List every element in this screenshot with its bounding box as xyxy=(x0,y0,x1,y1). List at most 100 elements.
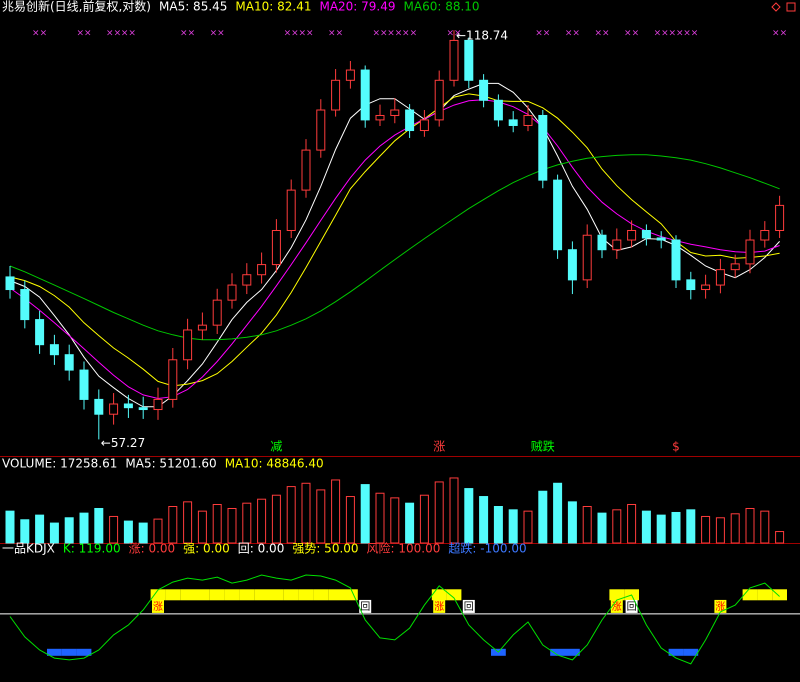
oversold-block xyxy=(76,648,92,656)
legend-entry: MA60: 88.10 xyxy=(404,0,480,14)
volume-bar xyxy=(390,497,400,544)
candle-body xyxy=(212,299,222,326)
candle-body xyxy=(405,109,415,132)
volume-bar xyxy=(493,506,503,544)
risk-block xyxy=(269,589,284,601)
legend-entry: MA5: 85.45 xyxy=(159,0,227,14)
candle-body xyxy=(730,263,740,271)
signal-mark: ×× xyxy=(32,29,47,39)
marker-label: 涨 xyxy=(612,601,622,613)
risk-block xyxy=(165,589,181,601)
candle-body xyxy=(701,284,711,291)
candle-body xyxy=(227,284,237,301)
oversold-block xyxy=(565,648,580,656)
volume-bar xyxy=(553,482,563,544)
risk-block xyxy=(343,589,358,601)
candle-body xyxy=(153,398,163,411)
volume-bar xyxy=(20,519,30,544)
volume-bar xyxy=(316,489,326,544)
volume-bar xyxy=(49,522,59,544)
candle-body xyxy=(64,354,74,371)
candle-body xyxy=(434,79,444,121)
signal-mark: ×× xyxy=(210,29,225,39)
risk-block xyxy=(742,589,758,601)
volume-bar xyxy=(345,496,355,544)
legend-entry: K: 119.00 xyxy=(63,542,121,556)
volume-bar xyxy=(64,517,74,544)
volume-bar xyxy=(227,507,237,544)
oversold-block xyxy=(668,648,684,656)
risk-block xyxy=(609,589,625,601)
volume-bar xyxy=(538,490,548,544)
volume-bar xyxy=(745,507,755,544)
volume-bar xyxy=(286,486,296,544)
legend-entry: MA20: 79.49 xyxy=(319,0,395,14)
signal-mark: ×× xyxy=(594,29,609,39)
candle-body xyxy=(5,276,15,291)
candle-body xyxy=(197,324,207,331)
volume-bar xyxy=(523,510,533,544)
marker-label: 涨 xyxy=(715,601,725,613)
volume-bar xyxy=(79,512,89,544)
k-line xyxy=(9,574,780,665)
volume-bar xyxy=(775,531,785,544)
candle-body xyxy=(775,204,785,231)
high-annotation: ←118.74 xyxy=(456,29,508,43)
legend-entry: 回: 0.00 xyxy=(238,542,285,556)
volume-bar xyxy=(434,481,444,544)
marker-box xyxy=(433,599,446,613)
marker-label: 回 xyxy=(627,601,637,613)
candle-body xyxy=(49,344,59,356)
marker-box xyxy=(359,599,372,613)
signal-mark: ×× xyxy=(683,29,698,39)
volume-bar xyxy=(567,501,577,544)
candle-body xyxy=(464,39,474,81)
volume-bar xyxy=(627,504,637,544)
candle-body xyxy=(479,79,489,101)
volume-bar xyxy=(242,502,252,544)
candle-body xyxy=(582,234,592,281)
candle-body xyxy=(286,189,296,231)
volume-bar xyxy=(168,506,178,544)
signal-label: 涨 xyxy=(433,439,445,454)
volume-bar xyxy=(449,477,459,544)
signal-mark: ×× xyxy=(624,29,639,39)
volume-bar xyxy=(715,517,725,544)
risk-block xyxy=(757,589,773,601)
marker-label: 涨 xyxy=(153,601,163,613)
volume-bar xyxy=(271,494,281,544)
candle-body xyxy=(271,229,281,266)
candle-body xyxy=(20,289,30,321)
legend-entry: 强: 0.00 xyxy=(183,542,230,556)
marker-label: 涨 xyxy=(434,601,444,613)
signal-mark: ×× xyxy=(668,29,683,39)
risk-block xyxy=(298,589,314,601)
legend-entry: 风险: 100.00 xyxy=(367,541,441,556)
candle-body xyxy=(316,109,326,151)
volume-bar xyxy=(464,488,474,544)
toolbar-icon[interactable] xyxy=(771,2,781,12)
volume-bar xyxy=(405,502,415,544)
marker-label: 回 xyxy=(360,601,370,613)
volume-bar xyxy=(109,515,119,544)
candle-body xyxy=(331,79,341,111)
marker-box xyxy=(152,599,164,613)
volume-bar xyxy=(257,498,267,544)
candle-body xyxy=(567,249,577,281)
signal-mark: ×× xyxy=(372,29,387,39)
signal-mark: ×× xyxy=(106,29,121,39)
signal-mark: ×× xyxy=(121,29,136,39)
signal-label: 减 xyxy=(270,440,282,454)
volume-bar xyxy=(301,482,311,544)
risk-block xyxy=(224,589,240,601)
oversold-block xyxy=(550,648,565,656)
risk-block xyxy=(313,589,329,601)
risk-block xyxy=(180,589,195,601)
volume-bar xyxy=(375,492,385,544)
toolbar-icon[interactable] xyxy=(786,2,796,12)
signal-mark: ×× xyxy=(772,29,787,39)
legend-entry: 超跌: -100.00 xyxy=(448,541,526,556)
ma-line xyxy=(9,99,780,400)
candle-body xyxy=(360,69,370,121)
